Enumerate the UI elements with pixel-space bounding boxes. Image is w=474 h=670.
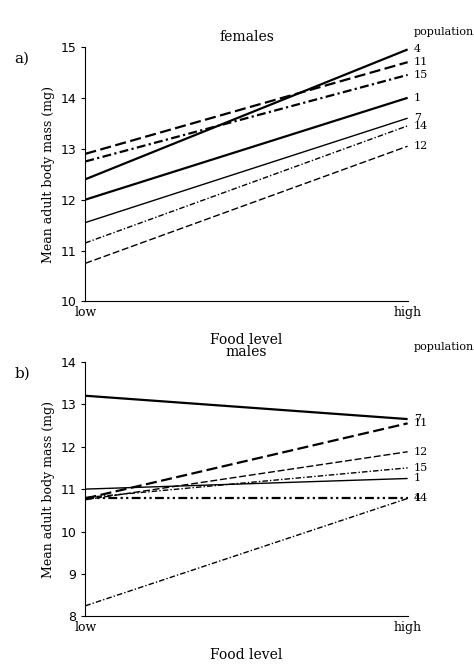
Text: 4: 4 [414, 44, 421, 54]
Title: females: females [219, 30, 274, 44]
Text: b): b) [14, 367, 30, 381]
Text: 1: 1 [414, 93, 421, 103]
Text: population: population [414, 342, 474, 352]
Text: population: population [414, 27, 474, 37]
Text: 12: 12 [414, 141, 428, 151]
Text: 7: 7 [414, 113, 421, 123]
Y-axis label: Mean adult body mass (mg): Mean adult body mass (mg) [42, 401, 55, 578]
Text: 15: 15 [414, 463, 428, 473]
Text: 11: 11 [414, 57, 428, 67]
Text: 11: 11 [414, 418, 428, 428]
Text: 14: 14 [414, 121, 428, 131]
Text: 7: 7 [414, 414, 421, 424]
Title: males: males [226, 345, 267, 359]
Y-axis label: Mean adult body mass (mg): Mean adult body mass (mg) [42, 86, 55, 263]
X-axis label: Food level: Food level [210, 333, 283, 347]
Text: 15: 15 [414, 70, 428, 80]
Text: 14: 14 [414, 493, 428, 503]
Text: 1: 1 [414, 474, 421, 484]
Text: 4: 4 [414, 493, 421, 503]
X-axis label: Food level: Food level [210, 648, 283, 662]
Text: a): a) [14, 52, 29, 66]
Text: 12: 12 [414, 447, 428, 457]
